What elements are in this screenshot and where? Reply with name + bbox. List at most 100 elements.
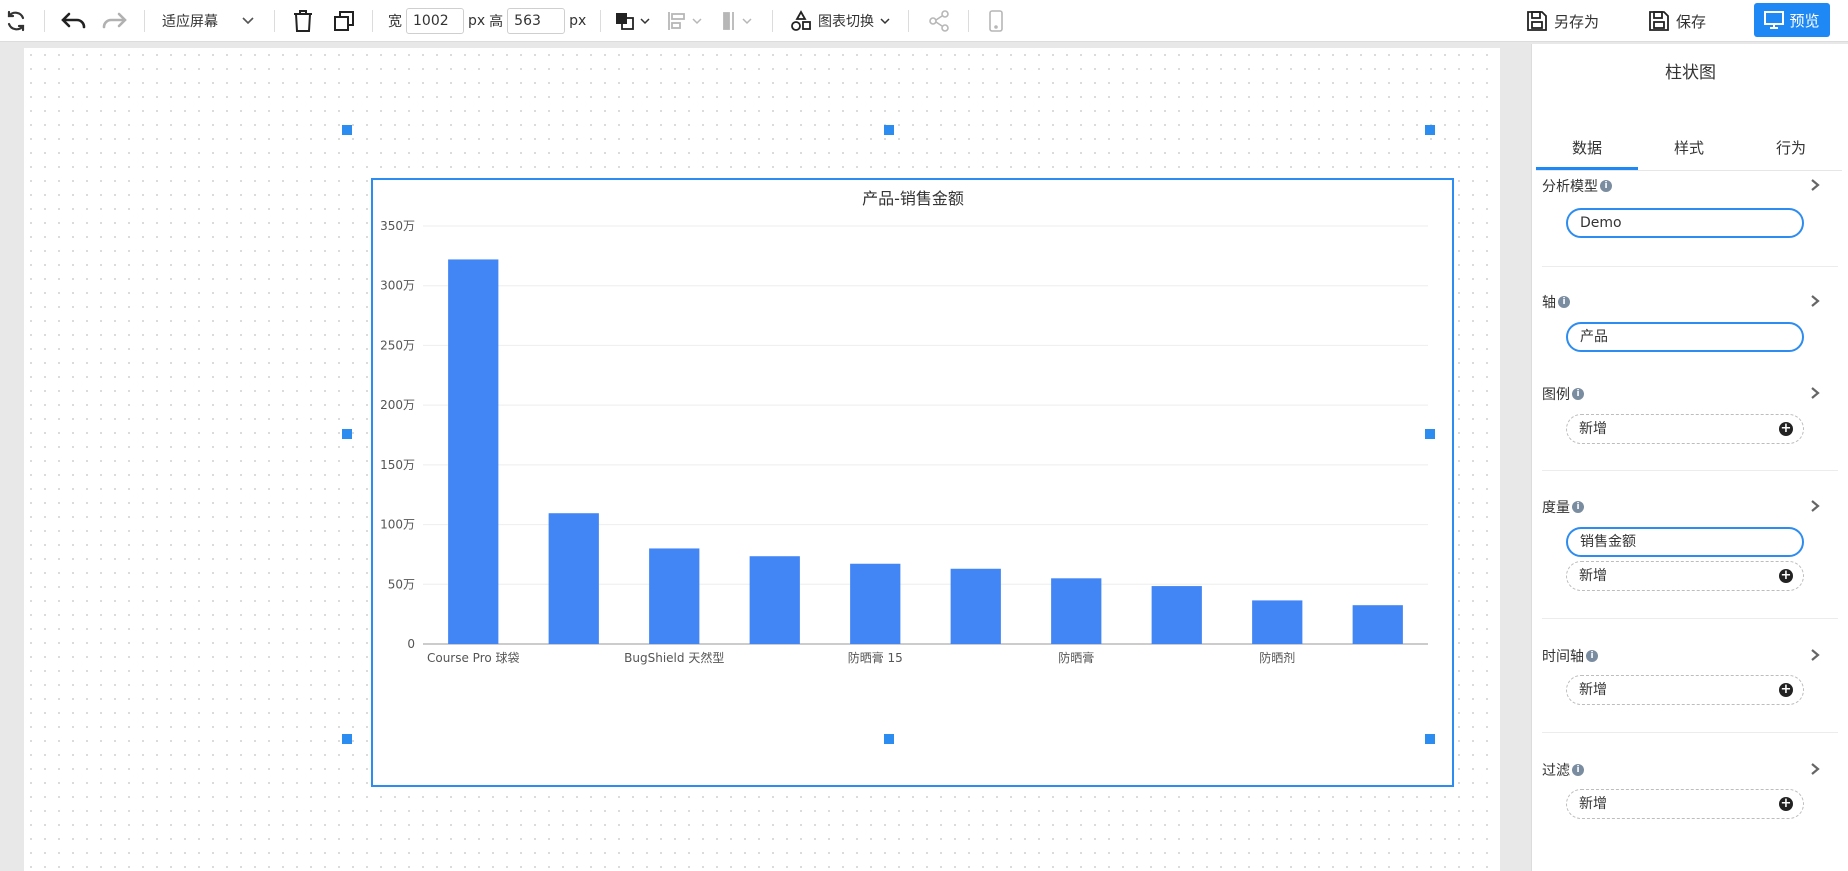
resize-handle-top-left[interactable] (342, 125, 352, 135)
undo-button[interactable] (60, 0, 88, 42)
section-legend: 图例 i (1542, 384, 1584, 404)
info-icon[interactable]: i (1586, 650, 1598, 662)
model-field[interactable]: Demo (1566, 208, 1804, 238)
bar[interactable] (1352, 605, 1403, 644)
section-model: 分析模型 i (1542, 176, 1612, 196)
resize-handle-top-right[interactable] (1425, 125, 1435, 135)
y-tick-label: 200万 (380, 398, 415, 412)
section-axis: 轴 i (1542, 292, 1570, 312)
height-label: 高 (489, 14, 504, 30)
width-input[interactable]: 1002 (406, 8, 464, 34)
save-icon (1648, 10, 1670, 32)
timeline-add-button[interactable]: 新增 + (1566, 675, 1804, 705)
bar[interactable] (548, 513, 599, 644)
y-tick-label: 250万 (380, 338, 415, 352)
measure-field[interactable]: 销售金额 (1566, 527, 1804, 557)
chevron-right-icon[interactable] (1808, 762, 1822, 776)
bar[interactable] (649, 548, 700, 644)
fit-screen-label: 适应屏幕 (162, 14, 218, 30)
refresh-button[interactable] (4, 0, 28, 42)
y-tick-label: 0 (407, 637, 415, 651)
bar[interactable] (850, 563, 901, 644)
x-tick-label: 防晒膏 (1058, 650, 1094, 665)
preview-label: 预览 (1789, 11, 1820, 30)
bar[interactable] (1151, 586, 1202, 644)
resize-handle-left[interactable] (342, 429, 352, 439)
delete-button[interactable] (292, 0, 314, 42)
tab-style[interactable]: 样式 (1673, 139, 1704, 157)
redo-icon (100, 9, 128, 33)
filter-add-button[interactable]: 新增 + (1566, 789, 1804, 819)
toolbar-divider (144, 10, 145, 32)
legend-add-button[interactable]: 新增 + (1566, 414, 1804, 444)
x-tick-label: Course Pro 球袋 (427, 651, 520, 665)
section-divider (1542, 732, 1838, 733)
resize-handle-bottom[interactable] (884, 734, 894, 744)
redo-button[interactable] (100, 0, 128, 42)
info-icon[interactable]: i (1572, 764, 1584, 776)
resize-handle-bottom-left[interactable] (342, 734, 352, 744)
tab-behavior[interactable]: 行为 (1775, 139, 1806, 157)
chevron-right-icon[interactable] (1808, 294, 1822, 308)
bar[interactable] (950, 568, 1001, 644)
chevron-down-icon (880, 17, 890, 25)
bar[interactable] (1051, 578, 1102, 644)
bar[interactable] (749, 556, 800, 644)
info-icon[interactable]: i (1600, 180, 1612, 192)
info-icon[interactable]: i (1572, 501, 1584, 513)
mobile-view-button[interactable] (988, 0, 1004, 42)
info-icon[interactable]: i (1558, 296, 1570, 308)
chevron-right-icon[interactable] (1808, 648, 1822, 662)
chevron-right-icon[interactable] (1808, 386, 1822, 400)
plus-circle-icon: + (1779, 568, 1793, 583)
tab-data[interactable]: 数据 (1536, 130, 1638, 170)
resize-handle-top[interactable] (884, 125, 894, 135)
save-label: 保存 (1676, 12, 1707, 31)
chevron-down-icon (742, 17, 752, 25)
x-tick-label: 防晒剂 (1259, 650, 1295, 665)
toolbar: 适应屏幕 宽 1002 px 高 563 px (0, 0, 1848, 42)
share-icon (928, 10, 950, 32)
bar-chart-widget[interactable]: 产品-销售金额 0 50万 100万 150万 200万 250万 300万 350万 Cou… (371, 178, 1454, 787)
undo-icon (60, 9, 88, 33)
distribute-button[interactable] (720, 0, 752, 42)
height-unit: px (569, 13, 587, 29)
save-as-label: 另存为 (1554, 12, 1600, 31)
preview-button[interactable]: 预览 (1754, 3, 1830, 37)
measure-add-button[interactable]: 新增 + (1566, 561, 1804, 591)
section-axis-title: 轴 (1542, 295, 1556, 311)
section-model-title: 分析模型 (1542, 179, 1598, 195)
chart-switch-button[interactable]: 图表切换 (790, 0, 890, 42)
resize-handle-right[interactable] (1425, 429, 1435, 439)
properties-panel: 柱状图 数据 样式 行为 分析模型 i Demo 轴 i 产品 图例 i 新增 … (1531, 44, 1848, 871)
y-tick-label: 100万 (380, 518, 415, 532)
section-filter: 过滤 i (1542, 760, 1584, 780)
timeline-add-label: 新增 (1579, 682, 1607, 698)
chart-title: 产品-销售金额 (862, 189, 964, 208)
bar[interactable] (448, 259, 499, 644)
monitor-icon (1764, 11, 1785, 29)
toolbar-divider (372, 10, 373, 32)
design-canvas[interactable]: 产品-销售金额 0 50万 100万 150万 200万 250万 300万 350万 Cou… (24, 48, 1500, 871)
layer-order-button[interactable] (614, 0, 650, 42)
chevron-right-icon[interactable] (1808, 178, 1822, 192)
copy-button[interactable] (332, 0, 356, 42)
fit-screen-select[interactable]: 适应屏幕 (162, 0, 262, 42)
copy-icon (332, 9, 356, 33)
resize-handle-bottom-right[interactable] (1425, 734, 1435, 744)
bar[interactable] (1252, 600, 1303, 644)
chevron-down-icon (692, 17, 702, 25)
height-input[interactable]: 563 (507, 8, 566, 34)
toolbar-divider (600, 10, 601, 32)
info-icon[interactable]: i (1572, 388, 1584, 400)
axis-field[interactable]: 产品 (1566, 322, 1804, 352)
width-unit: px (468, 13, 486, 29)
share-button[interactable] (928, 0, 950, 42)
toolbar-divider (908, 10, 909, 32)
align-button[interactable] (666, 0, 702, 42)
section-measure-title: 度量 (1542, 500, 1570, 516)
save-button[interactable]: 保存 (1648, 0, 1706, 42)
y-tick-label: 350万 (380, 219, 415, 233)
save-as-button[interactable]: 另存为 (1526, 0, 1599, 42)
chevron-right-icon[interactable] (1808, 499, 1822, 513)
